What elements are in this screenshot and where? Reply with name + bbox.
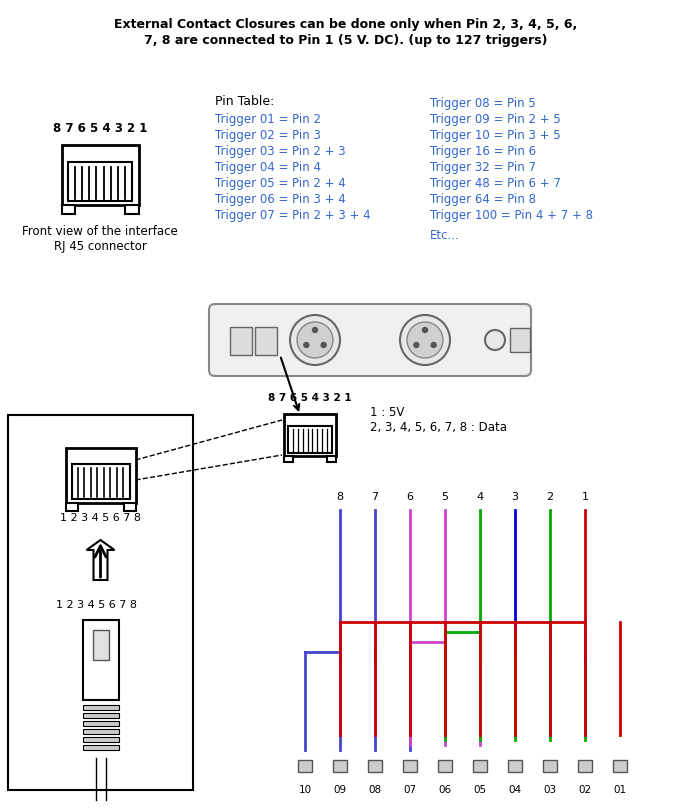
- Text: 8: 8: [336, 492, 343, 502]
- Text: Trigger 04 = Pin 4: Trigger 04 = Pin 4: [215, 161, 321, 174]
- Polygon shape: [86, 540, 114, 580]
- FancyBboxPatch shape: [82, 620, 118, 700]
- Text: 8 7 6 5 4 3 2 1: 8 7 6 5 4 3 2 1: [53, 122, 147, 135]
- Bar: [543, 760, 557, 772]
- Text: Trigger 03 = Pin 2 + 3: Trigger 03 = Pin 2 + 3: [215, 145, 345, 158]
- Text: 2: 2: [547, 492, 554, 502]
- Text: External Contact Closures can be done only when Pin 2, 3, 4, 5, 6,: External Contact Closures can be done on…: [114, 18, 578, 31]
- Text: Etc...: Etc...: [430, 229, 459, 242]
- FancyBboxPatch shape: [93, 630, 109, 660]
- Circle shape: [414, 342, 419, 348]
- Bar: [578, 760, 592, 772]
- Text: Trigger 10 = Pin 3 + 5: Trigger 10 = Pin 3 + 5: [430, 129, 561, 142]
- Text: Trigger 48 = Pin 6 + 7: Trigger 48 = Pin 6 + 7: [430, 177, 561, 190]
- Bar: [82, 721, 118, 726]
- Text: 6: 6: [406, 492, 414, 502]
- Bar: [438, 760, 452, 772]
- Text: 3: 3: [511, 492, 518, 502]
- Text: Trigger 01 = Pin 2: Trigger 01 = Pin 2: [215, 113, 321, 126]
- Bar: [82, 729, 118, 734]
- Text: 7: 7: [372, 492, 379, 502]
- Text: 10: 10: [298, 785, 311, 795]
- Bar: [333, 760, 347, 772]
- Text: 05: 05: [473, 785, 486, 795]
- Text: Front view of the interface
RJ 45 connector: Front view of the interface RJ 45 connec…: [22, 225, 178, 253]
- Circle shape: [407, 322, 443, 358]
- Bar: [255, 327, 277, 355]
- Text: 7, 8 are connected to Pin 1 (5 V. DC). (up to 127 triggers): 7, 8 are connected to Pin 1 (5 V. DC). (…: [144, 34, 548, 47]
- Text: 1 : 5V
2, 3, 4, 5, 6, 7, 8 : Data: 1 : 5V 2, 3, 4, 5, 6, 7, 8 : Data: [370, 406, 507, 434]
- FancyBboxPatch shape: [71, 464, 129, 498]
- Text: Pin Table:: Pin Table:: [215, 95, 274, 108]
- Circle shape: [485, 330, 505, 350]
- Bar: [284, 455, 293, 462]
- Circle shape: [297, 322, 333, 358]
- Text: Trigger 02 = Pin 3: Trigger 02 = Pin 3: [215, 129, 321, 142]
- Bar: [8, 415, 193, 790]
- Circle shape: [431, 342, 436, 348]
- Text: Trigger 05 = Pin 2 + 4: Trigger 05 = Pin 2 + 4: [215, 177, 346, 190]
- FancyBboxPatch shape: [284, 414, 336, 455]
- Text: Trigger 32 = Pin 7: Trigger 32 = Pin 7: [430, 161, 536, 174]
- Circle shape: [400, 315, 450, 365]
- Bar: [327, 455, 336, 462]
- Text: Trigger 16 = Pin 6: Trigger 16 = Pin 6: [430, 145, 536, 158]
- Text: 04: 04: [509, 785, 522, 795]
- Text: 1: 1: [581, 492, 588, 502]
- FancyBboxPatch shape: [209, 304, 531, 376]
- Bar: [403, 760, 417, 772]
- Bar: [298, 760, 312, 772]
- Bar: [125, 205, 138, 214]
- Text: 07: 07: [403, 785, 417, 795]
- Bar: [82, 737, 118, 742]
- Bar: [82, 745, 118, 750]
- Bar: [82, 713, 118, 718]
- Bar: [368, 760, 382, 772]
- Bar: [510, 328, 530, 352]
- Text: Trigger 07 = Pin 2 + 3 + 4: Trigger 07 = Pin 2 + 3 + 4: [215, 209, 371, 222]
- Bar: [230, 327, 252, 355]
- Text: 1 2 3 4 5 6 7 8: 1 2 3 4 5 6 7 8: [60, 513, 141, 523]
- Text: 08: 08: [368, 785, 381, 795]
- Circle shape: [423, 328, 428, 332]
- Text: 01: 01: [613, 785, 626, 795]
- Text: Trigger 09 = Pin 2 + 5: Trigger 09 = Pin 2 + 5: [430, 113, 561, 126]
- Text: 03: 03: [543, 785, 556, 795]
- FancyBboxPatch shape: [68, 163, 132, 201]
- Bar: [473, 760, 487, 772]
- Bar: [508, 760, 522, 772]
- Bar: [66, 502, 78, 510]
- FancyBboxPatch shape: [66, 447, 136, 502]
- Circle shape: [321, 342, 326, 348]
- Text: 4: 4: [476, 492, 484, 502]
- Bar: [613, 760, 627, 772]
- Text: 1 2 3 4 5 6 7 8: 1 2 3 4 5 6 7 8: [55, 600, 136, 610]
- Text: 8 7 6 5 4 3 2 1: 8 7 6 5 4 3 2 1: [268, 393, 352, 403]
- Text: Trigger 06 = Pin 3 + 4: Trigger 06 = Pin 3 + 4: [215, 193, 346, 206]
- FancyBboxPatch shape: [289, 426, 331, 452]
- Text: Trigger 64 = Pin 8: Trigger 64 = Pin 8: [430, 193, 536, 206]
- Text: 09: 09: [334, 785, 347, 795]
- Text: Trigger 100 = Pin 4 + 7 + 8: Trigger 100 = Pin 4 + 7 + 8: [430, 209, 593, 222]
- Text: 02: 02: [579, 785, 592, 795]
- Bar: [123, 502, 136, 510]
- Bar: [62, 205, 75, 214]
- Circle shape: [304, 342, 309, 348]
- FancyBboxPatch shape: [62, 145, 138, 205]
- Circle shape: [313, 328, 318, 332]
- Text: 06: 06: [439, 785, 452, 795]
- Text: 5: 5: [441, 492, 448, 502]
- Bar: [82, 705, 118, 710]
- Text: Trigger 08 = Pin 5: Trigger 08 = Pin 5: [430, 97, 536, 110]
- Circle shape: [290, 315, 340, 365]
